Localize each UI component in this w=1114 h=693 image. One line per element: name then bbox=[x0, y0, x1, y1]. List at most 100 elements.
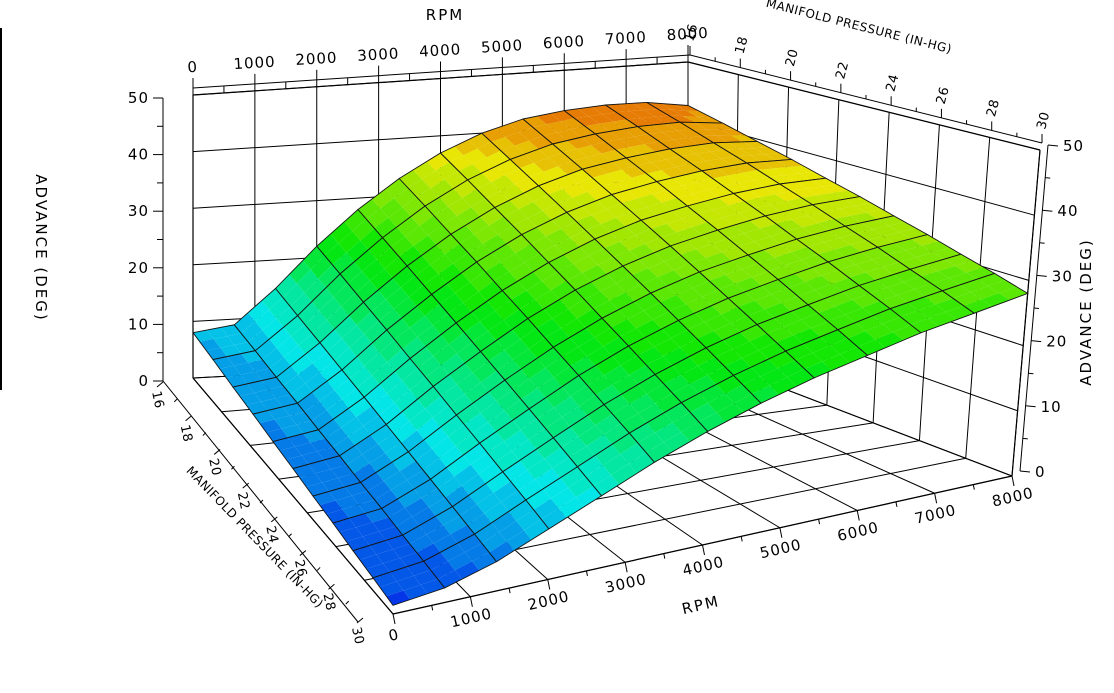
surface-band-facet bbox=[604, 241, 630, 257]
surface-band-facet bbox=[348, 397, 372, 418]
surface-band-facet bbox=[213, 336, 235, 348]
surface-band-facet bbox=[453, 252, 477, 273]
surface-band-facet bbox=[578, 337, 604, 357]
surface-cell bbox=[502, 437, 579, 501]
surface-band-facet bbox=[470, 452, 496, 474]
surface-band-facet bbox=[255, 368, 277, 381]
surface-band-facet bbox=[487, 441, 512, 463]
surface-band-facet bbox=[963, 299, 992, 314]
surface-cell bbox=[272, 429, 341, 470]
surface-band-facet bbox=[449, 155, 473, 171]
surface-band-facet bbox=[550, 280, 576, 300]
surface-band-facet bbox=[383, 471, 407, 490]
surface-cell bbox=[423, 533, 498, 589]
surface-band-facet bbox=[685, 296, 712, 313]
surface-band-facet bbox=[385, 442, 409, 463]
surface-band-facet bbox=[483, 234, 507, 253]
surface-band-facet bbox=[403, 584, 428, 600]
surface-band-facet bbox=[806, 186, 833, 196]
surface-band-facet bbox=[394, 187, 417, 208]
surface-band-facet bbox=[545, 386, 571, 408]
surface-band-facet bbox=[412, 507, 436, 526]
rpm-bottom-minor-tick bbox=[818, 519, 821, 525]
surface-cell bbox=[406, 233, 478, 296]
surface-band-facet bbox=[570, 415, 596, 437]
surface-band-facet bbox=[704, 314, 731, 331]
surface-band-facet bbox=[910, 318, 939, 333]
surface-band-facet bbox=[339, 445, 363, 465]
surface-band-facet bbox=[326, 273, 348, 298]
surface-band-facet bbox=[791, 304, 819, 320]
surface-band-facet bbox=[862, 300, 891, 316]
surface-cell bbox=[352, 534, 425, 579]
surface-band-facet bbox=[486, 290, 511, 311]
surface-band-facet bbox=[461, 262, 486, 283]
surface-band-facet bbox=[641, 277, 667, 294]
surface-band-facet bbox=[828, 314, 856, 330]
surface-band-facet bbox=[474, 225, 498, 244]
surface-band-facet bbox=[420, 579, 445, 594]
surface-cell bbox=[705, 323, 787, 376]
surface-band-facet bbox=[311, 410, 334, 430]
surface-cell bbox=[777, 261, 861, 306]
surface-band-facet bbox=[613, 250, 639, 266]
map-bottom-minor-tick bbox=[231, 465, 235, 470]
surface-band-facet bbox=[437, 476, 462, 498]
surface-band-facet bbox=[527, 458, 553, 480]
surface-band-facet bbox=[573, 255, 598, 273]
surface-band-facet bbox=[671, 329, 697, 348]
surface-band-facet bbox=[632, 268, 658, 284]
surface-band-facet bbox=[664, 402, 691, 423]
surface-band-facet bbox=[317, 447, 340, 461]
surface-band-facet bbox=[666, 219, 692, 233]
surface-band-facet bbox=[774, 252, 802, 266]
surface-band-facet bbox=[578, 106, 603, 117]
surface-band-facet bbox=[395, 516, 420, 536]
surface-band-facet bbox=[379, 339, 403, 363]
surface-band-facet bbox=[488, 350, 513, 371]
surface-band-facet bbox=[548, 254, 574, 272]
surface-band-facet bbox=[742, 170, 769, 180]
surface-band-facet bbox=[386, 411, 410, 434]
surface-band-facet bbox=[691, 161, 717, 171]
surface-band-facet bbox=[266, 428, 289, 442]
surface-band-facet bbox=[388, 207, 411, 228]
surface-band-facet bbox=[512, 318, 537, 340]
surface-band-facet bbox=[586, 346, 612, 366]
surface-band-facet bbox=[681, 393, 708, 413]
surface-band-facet bbox=[262, 318, 284, 339]
surface-band-facet bbox=[353, 463, 377, 483]
surface-band-facet bbox=[512, 408, 538, 430]
surface-band-facet bbox=[768, 175, 796, 184]
surface-band-facet bbox=[368, 237, 391, 260]
surface-cell bbox=[551, 133, 628, 170]
surface-band-facet bbox=[655, 148, 681, 160]
surface-band-facet bbox=[535, 290, 560, 310]
surface-band-facet bbox=[480, 207, 504, 226]
surface-band-facet bbox=[283, 315, 306, 337]
advance-right-major-tick bbox=[1019, 470, 1031, 473]
surface-band-facet bbox=[407, 255, 431, 276]
surface-band-facet bbox=[686, 170, 713, 183]
surface-band-facet bbox=[815, 283, 843, 299]
surface-cell bbox=[581, 157, 658, 196]
box-edge bbox=[1011, 149, 1041, 477]
surface-band-facet bbox=[248, 359, 270, 372]
surface-band-facet bbox=[369, 453, 393, 473]
surface-band-facet bbox=[424, 427, 448, 449]
surface-band-facet bbox=[561, 318, 586, 338]
surface-band-facet bbox=[226, 374, 248, 388]
surface-band-facet bbox=[716, 165, 743, 176]
surface-band-facet bbox=[735, 277, 762, 292]
surface-band-facet bbox=[399, 552, 424, 567]
surface-band-facet bbox=[733, 190, 760, 201]
surface-band-facet bbox=[861, 219, 889, 230]
surface-band-facet bbox=[788, 281, 816, 297]
surface-band-facet bbox=[476, 182, 501, 199]
map-top-tick-label: 26 bbox=[934, 85, 953, 106]
rpm-bottom-tick-label: 2000 bbox=[526, 587, 571, 614]
surface-band-facet bbox=[341, 292, 364, 316]
surface-cell bbox=[363, 357, 434, 426]
surface-band-facet bbox=[421, 488, 446, 508]
